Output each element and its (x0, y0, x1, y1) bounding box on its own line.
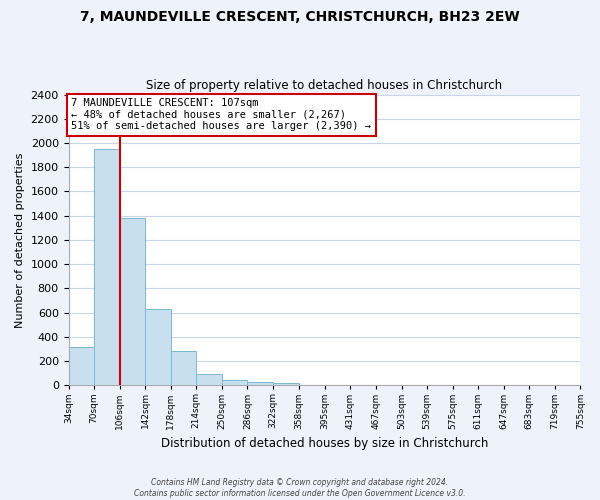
Bar (222, 380, 247, 386)
Bar (247, 382, 273, 386)
Bar (145, 309, 171, 386)
Y-axis label: Number of detached properties: Number of detached properties (15, 152, 25, 328)
Bar (68, 346, 94, 386)
Bar (196, 374, 222, 386)
Bar (119, 218, 145, 386)
Bar (94, 149, 119, 386)
Title: Size of property relative to detached houses in Christchurch: Size of property relative to detached ho… (146, 79, 503, 92)
Text: 7, MAUNDEVILLE CRESCENT, CHRISTCHURCH, BH23 2EW: 7, MAUNDEVILLE CRESCENT, CHRISTCHURCH, B… (80, 10, 520, 24)
Text: 7 MAUNDEVILLE CRESCENT: 107sqm
← 48% of detached houses are smaller (2,267)
51% : 7 MAUNDEVILLE CRESCENT: 107sqm ← 48% of … (71, 98, 371, 132)
Bar (171, 352, 196, 386)
Bar (273, 383, 299, 386)
X-axis label: Distribution of detached houses by size in Christchurch: Distribution of detached houses by size … (161, 437, 488, 450)
Text: Contains HM Land Registry data © Crown copyright and database right 2024.
Contai: Contains HM Land Registry data © Crown c… (134, 478, 466, 498)
